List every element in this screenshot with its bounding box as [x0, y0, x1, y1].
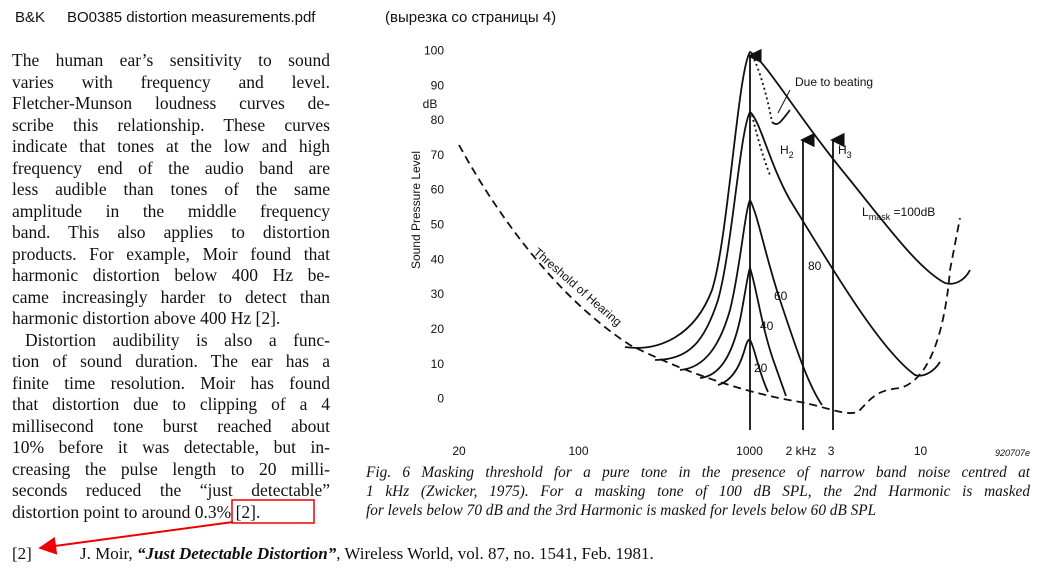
caption-line: 1 kHz (Zwicker, 1975). For a masking ton…: [366, 483, 1030, 500]
text-line: that distortion due to clipping of a 4: [12, 394, 330, 414]
y-tick-label: 30: [431, 287, 445, 301]
text-line: scribe this relationship. These curves: [12, 114, 330, 135]
beating-dotted: [751, 54, 773, 123]
y-tick-label: 50: [431, 218, 445, 232]
threshold-label: Threshold of Hearing: [531, 245, 625, 329]
h2-label: H2: [780, 143, 794, 160]
x-tick-label: 3: [828, 444, 835, 458]
curve-20: [717, 338, 769, 393]
y-tick-label: 100: [424, 43, 444, 57]
ref-author: J. Moir,: [80, 544, 137, 563]
header-file: BO0385 distortion measurements.pdf: [67, 9, 316, 26]
text-line: harmonic distortion below 400 Hz be-: [12, 265, 330, 285]
text-line: Fletcher-Munson loudness curves de-: [12, 93, 330, 113]
level-label: 60: [774, 289, 788, 303]
text-line: finite time resolution. Moir has found: [12, 372, 330, 393]
text-line: distortion point to around 0.3% [2].: [12, 502, 330, 522]
highlight-box: [231, 499, 315, 524]
h3-label: H3: [838, 143, 852, 160]
figure-code: 920707e: [995, 448, 1030, 458]
curve-80: [654, 110, 941, 377]
text-line: harmonic distortion above 400 Hz [2].: [12, 308, 281, 328]
text-line: indicate that tones at the low and high: [12, 136, 330, 156]
ref-title: “Just Detectable Distortion”: [136, 544, 337, 563]
y-tick-label: 20: [431, 322, 445, 336]
x-tick-label: 10: [914, 444, 928, 458]
beating-dotted: [751, 114, 771, 176]
x-tick-label: 20: [452, 444, 466, 458]
text-line: creasing the pulse length to 20 milli-: [12, 458, 330, 479]
y-tick-label: 10: [431, 357, 445, 371]
text-line: frequency end of the audio band are: [12, 157, 330, 178]
text-line: tion of sound duration. The ear has a: [12, 351, 330, 371]
sub: 3: [847, 150, 852, 160]
y-tick-label: 80: [431, 113, 445, 127]
lmask-label: Lmask =100dB: [862, 205, 935, 222]
level-label: 80: [808, 259, 822, 273]
ref-number: [2]: [12, 544, 32, 563]
threshold-curve: [458, 144, 961, 414]
value: =100dB: [890, 205, 935, 219]
l: L: [862, 205, 869, 219]
leader: [777, 89, 791, 114]
text-line: came increasingly harder to detect than: [12, 286, 330, 307]
y-tick-label: 60: [431, 183, 445, 197]
text-line: The human ear’s sensitivity to sound: [12, 50, 330, 70]
text: distortion point to around: [12, 501, 191, 522]
level-label: 40: [760, 319, 774, 333]
highlight-arrow: [38, 521, 234, 555]
text-line: seconds reduced the “just detectable”: [12, 480, 330, 500]
y-tick-label: 70: [431, 148, 445, 162]
text-line: Distortion audibility is also a func-: [25, 329, 330, 350]
y-label: Sound Pressure Level: [409, 151, 423, 269]
caption-line: for levels below 70 dB and the 3rd Harmo…: [366, 502, 877, 519]
sub: 2: [789, 150, 794, 160]
sub: mask: [869, 212, 891, 222]
text-line: varies with frequency and level.: [12, 71, 330, 92]
annotation: Due to beating: [795, 75, 873, 89]
text-line: millisecond tone burst reached about: [12, 415, 330, 436]
reference: J. Moir, “Just Detectable Distortion”, W…: [80, 544, 654, 564]
highlight: 0.3% [2].: [194, 501, 261, 522]
y-tick-label: 90: [431, 78, 445, 92]
y-tick-label: 0: [437, 392, 444, 406]
text-line: amplitude in the middle frequency: [12, 200, 330, 221]
text-line: less audible than tones of the same: [12, 179, 330, 199]
caption-line: Fig. 6 Masking threshold for a pure tone…: [366, 464, 1030, 481]
header-note: (вырезка со страницы 4): [385, 9, 557, 26]
text-line: 10% before it was detectable, but in-: [12, 437, 330, 457]
y-unit: dB: [423, 97, 438, 111]
h: H: [838, 143, 847, 157]
ref-rest: , Wireless World, vol. 87, no. 1541, Feb…: [336, 544, 654, 563]
x-tick-label: 1000: [736, 444, 763, 458]
x-tick-label: 100: [569, 444, 589, 458]
h: H: [780, 143, 789, 157]
beating-dip: [771, 109, 791, 125]
curve-40: [699, 265, 787, 397]
header-brand: B&K: [15, 9, 46, 26]
level-label: 20: [754, 361, 768, 375]
x-tick-label: 2 kHz: [786, 444, 817, 458]
curve-60: [679, 198, 823, 406]
y-tick-label: 40: [431, 252, 445, 266]
curve-100: [624, 50, 971, 349]
text-line: products. For example, Moir found that: [12, 243, 330, 264]
text-line: band. This also applies to distortion: [12, 222, 330, 242]
